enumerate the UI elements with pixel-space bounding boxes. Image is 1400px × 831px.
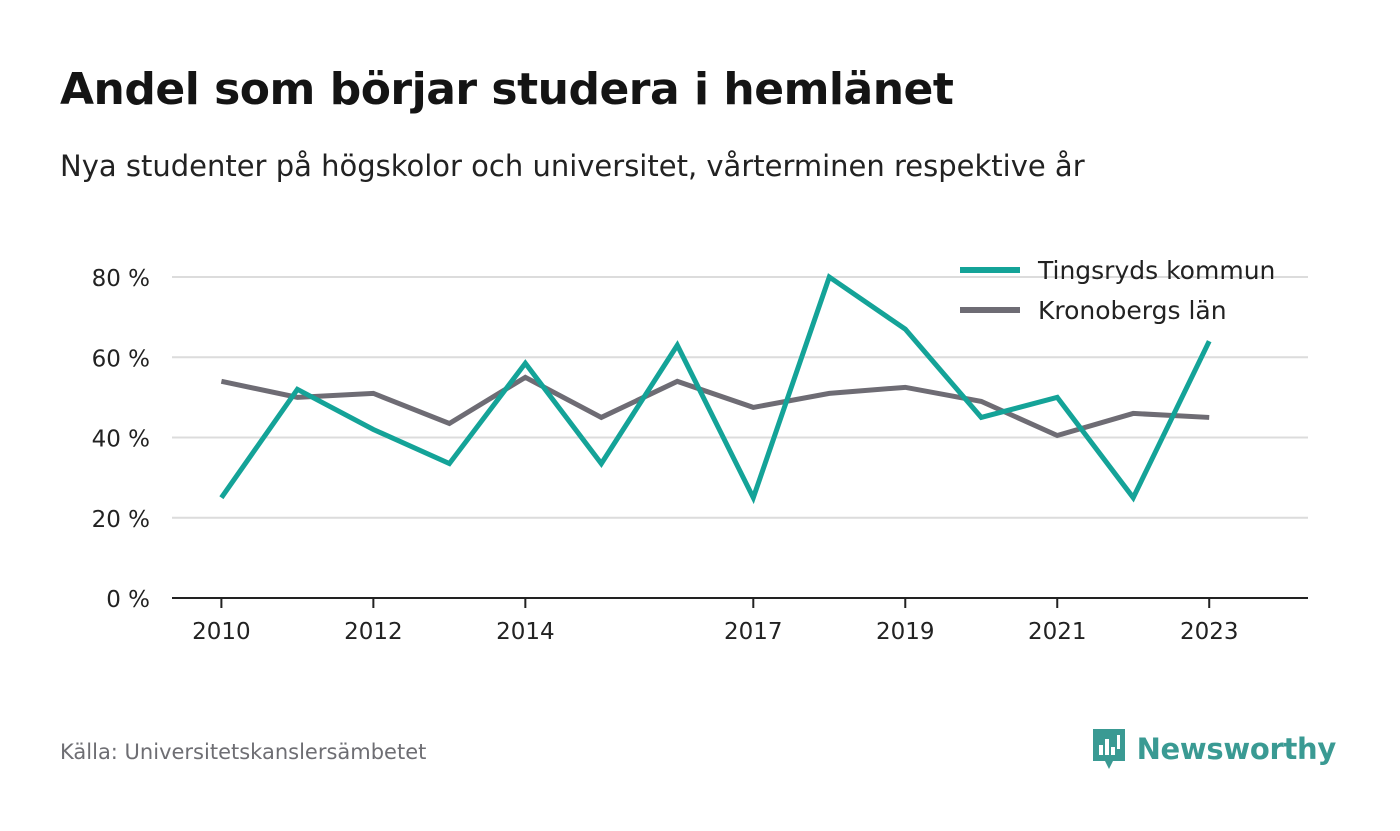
x-tick-label: 2010 [192, 619, 251, 645]
line-chart: 0 % 20 % 40 % 60 % 80 % 2010 2012 2014 2017 2019 2… [92, 256, 1308, 645]
brand-logo: Newsworthy [1091, 726, 1336, 772]
source-note: Källa: Universitetskanslersämbetet [60, 740, 427, 764]
y-tick-label: 0 % [106, 587, 150, 613]
brand-name: Newsworthy [1136, 732, 1337, 766]
y-tick-label: 60 % [92, 346, 150, 372]
x-tick-label: 2014 [496, 619, 555, 645]
legend-label: Kronobergs län [1038, 296, 1227, 325]
y-tick-label: 80 % [92, 266, 150, 292]
x-tick-label: 2021 [1028, 619, 1087, 645]
chart-subtitle: Nya studenter på högskolor och universit… [60, 149, 1085, 183]
y-tick-label: 20 % [92, 507, 150, 533]
legend-label: Tingsryds kommun [1037, 256, 1275, 285]
chart-title: Andel som börjar studera i hemlänet [60, 64, 954, 115]
newsworthy-logo-icon [1092, 729, 1125, 769]
x-tick-label: 2019 [876, 619, 935, 645]
y-tick-label: 40 % [92, 427, 150, 453]
x-tick-label: 2017 [724, 619, 783, 645]
x-tick-label: 2012 [344, 619, 403, 645]
x-tick-label: 2023 [1180, 619, 1239, 645]
series-line-kronobergs-län [220, 374, 1210, 439]
series-line-tingsryds-kommun [219, 273, 1212, 505]
